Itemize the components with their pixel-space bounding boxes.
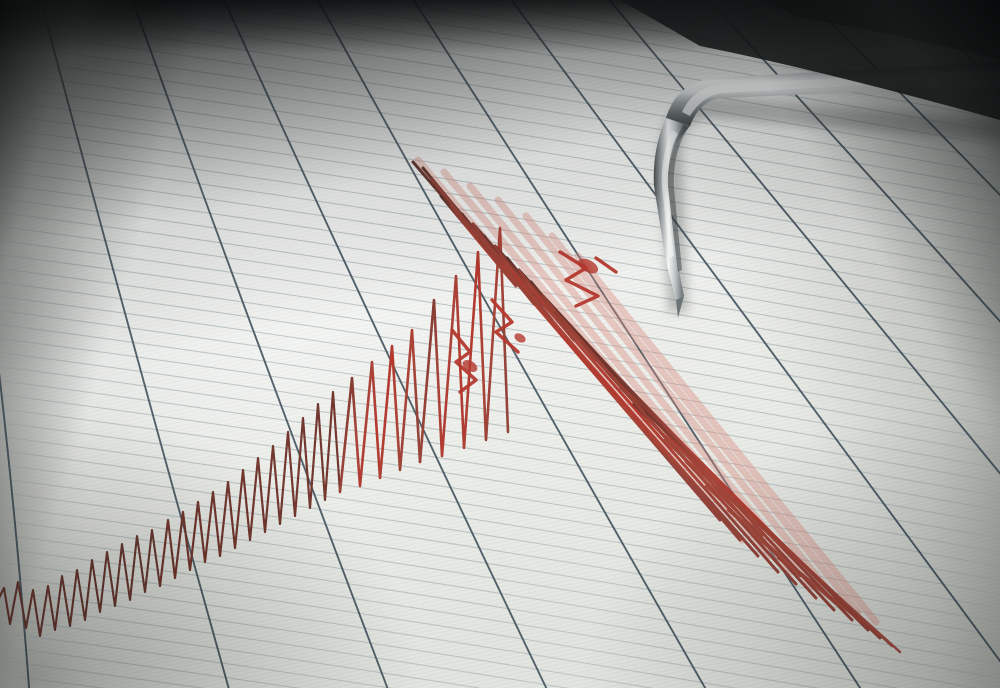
stylus-shadow: [660, 96, 1000, 312]
